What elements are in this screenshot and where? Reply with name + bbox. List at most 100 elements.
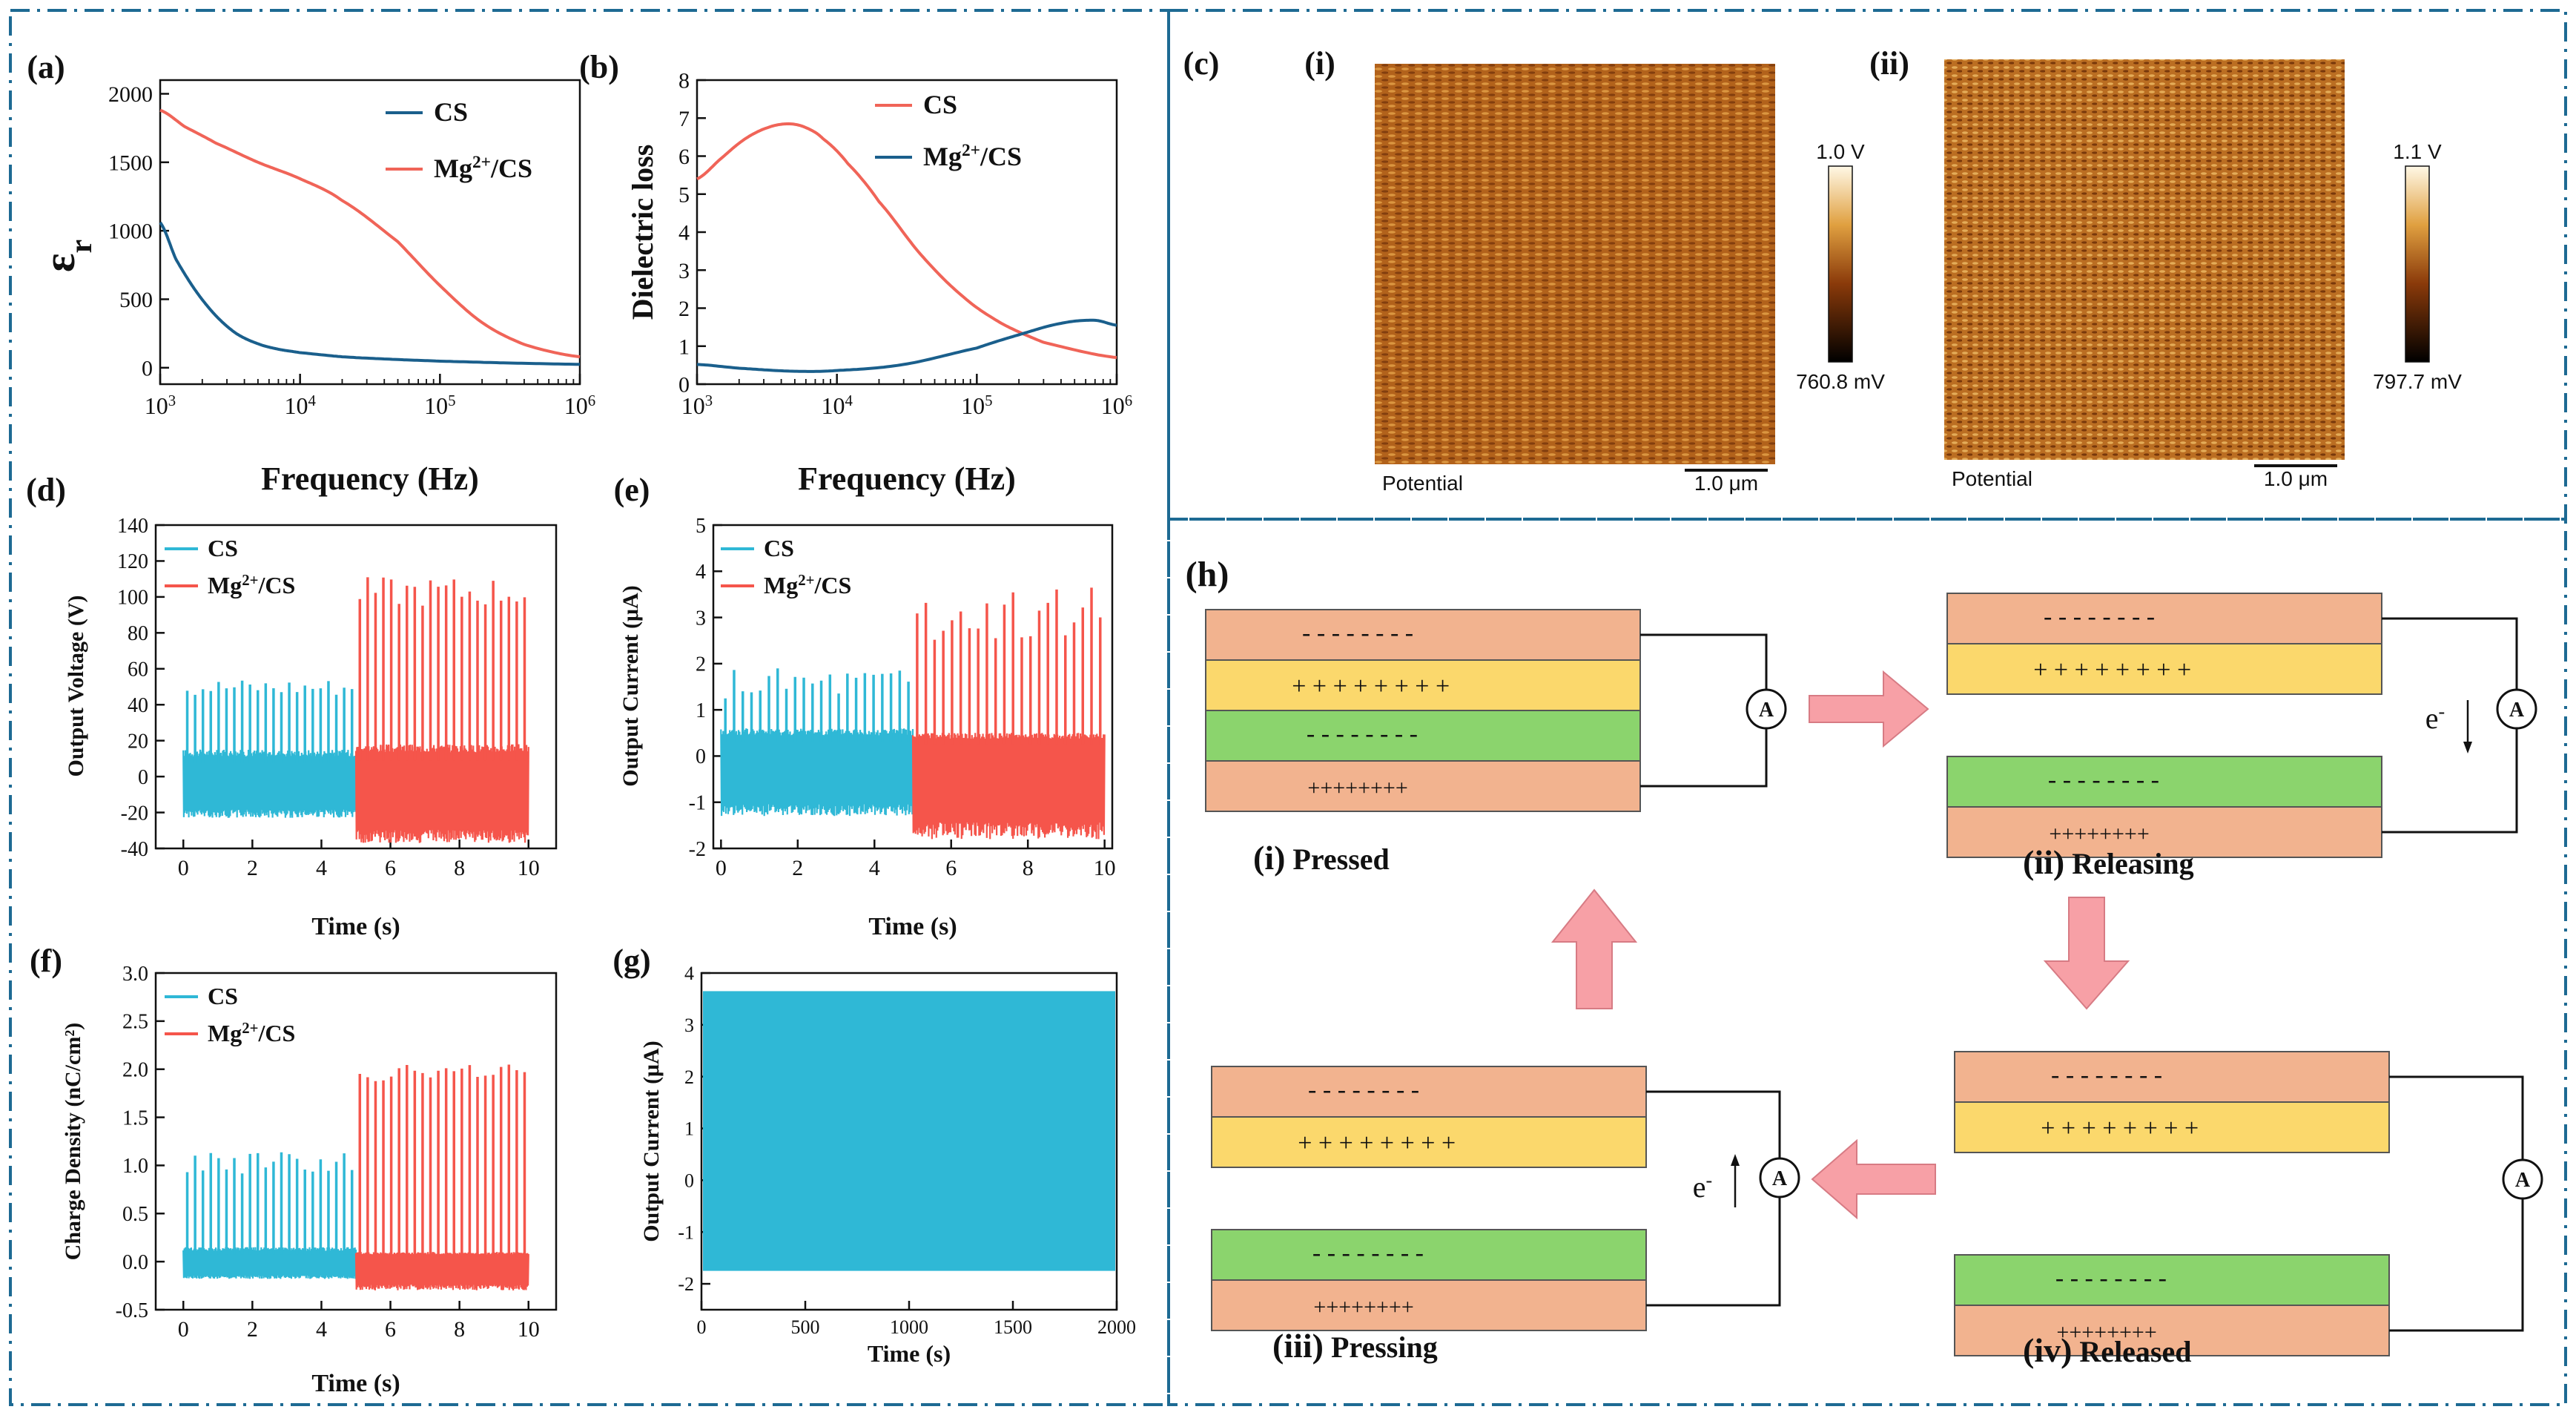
colorbar (1828, 165, 1853, 363)
panel-label: (f) (30, 943, 62, 979)
top-electrode-layer (1211, 1066, 1647, 1118)
device-stack: - - - - - - - - + + + + + + + + - - - - - … (1211, 1066, 1647, 1331)
y-tick-label: 5 (696, 515, 706, 538)
device-stack: - - - - - - - - + + + + + + + + - - - - - … (1205, 609, 1641, 812)
ammeter-label: A (2515, 1169, 2531, 1192)
legend-label-mg-cs: Mg2+/CS (923, 141, 1022, 171)
panel-label: (c) (1183, 45, 1220, 82)
y-tick-label: 120 (117, 550, 148, 573)
y-tick-label: 8 (678, 69, 690, 93)
colorbar-min-label: 797.7 mV (2373, 370, 2462, 393)
surface-charge-plus: + + + + + + + + (2033, 656, 2191, 684)
surface-charge-minus: - - - - - - - - (2055, 1264, 2167, 1292)
y-tick-label: 0 (142, 356, 153, 380)
y-tick-label: 2.0 (122, 1059, 148, 1082)
y-axis-label: Output Current (μA) (618, 585, 643, 786)
chart-g-long-term-current: -2 -1 0 1 2 3 4 0 500 1000 1500 2000 (g) Time (s) Outp… (612, 943, 1136, 1367)
x-tick-label: 104 (284, 392, 316, 420)
surface-charge-minus: - - - - - - - - (1307, 720, 1418, 748)
x-tick-label: 105 (961, 392, 992, 420)
colorbar (2405, 165, 2430, 363)
y-tick-label: 0 (138, 766, 148, 789)
ammeter (2502, 1158, 2543, 1200)
x-tick-label: 106 (1101, 392, 1132, 420)
series-noise-mg-cs (354, 1252, 529, 1291)
y-tick-label: 140 (117, 515, 148, 538)
legend-label-cs: CS (208, 535, 238, 561)
legend-label-cs: CS (923, 90, 957, 119)
transition-arrow-left (1811, 1138, 1936, 1220)
y-axis-label: Dielectric loss (626, 145, 659, 320)
y-tick-label: 1 (696, 699, 706, 722)
y-tick-label: 1.5 (122, 1107, 148, 1130)
x-axis-label: Frequency (Hz) (261, 461, 479, 497)
wire-bottom (1640, 728, 1768, 788)
transition-arrow-up (1550, 888, 1638, 1009)
wire-bottom (2382, 728, 2518, 834)
y-tick-label: 0 (684, 1170, 694, 1191)
plot-area (154, 524, 558, 850)
electron-label: e- (1693, 1170, 1712, 1204)
x-tick-label: 2 (792, 856, 803, 880)
x-tick-label: 6 (385, 856, 396, 880)
y-tick-label: 1 (678, 334, 690, 359)
top-electrode-layer (1954, 1051, 2390, 1103)
device-stack: - - - - - - - - + + + + + + + + - - - - - … (1954, 1051, 2390, 1356)
top-electrode-layer (1205, 609, 1641, 661)
panel-label: (h) (1186, 555, 1229, 594)
map-caption: Potential (1382, 472, 1463, 495)
x-tick-label: 0 (697, 1316, 707, 1338)
negative-tribo-layer (1946, 756, 2382, 808)
surface-charge-minus: - - - - - - - - (1312, 1239, 1424, 1267)
y-axis-label: Output Voltage (V) (64, 595, 88, 776)
x-axis-label: Frequency (Hz) (798, 461, 1016, 497)
x-tick-label: 10 (518, 856, 540, 880)
chart-b-dielectric-loss: 0 1 2 3 4 5 6 7 8 103 104 105 106 (b) CS Mg2+/CS Frequen… (579, 49, 1132, 497)
scale-bar-label: 1.0 μm (2264, 467, 2328, 490)
kpfm-map (1944, 59, 2345, 460)
y-tick-label: 3.0 (122, 963, 148, 986)
panel-label: (d) (26, 472, 66, 508)
image-label: (ii) (1869, 45, 1909, 82)
colorbar-min-label: 760.8 mV (1796, 370, 1885, 393)
x-tick-label: 105 (424, 392, 455, 420)
ammeter (1746, 688, 1787, 730)
x-tick-label: 8 (454, 1317, 465, 1342)
ammeter-label: A (1772, 1167, 1788, 1190)
ammeter-label: A (2509, 699, 2525, 722)
panel-label: (g) (612, 943, 650, 979)
stage-caption: (iv) Released (2023, 1331, 2192, 1369)
x-tick-label: 6 (945, 856, 957, 880)
positive-tribo-layer (1211, 1116, 1647, 1168)
series-line-cs (696, 122, 1117, 360)
x-tick-label: 0 (716, 856, 727, 880)
bottom-electrode-layer (1211, 1279, 1647, 1331)
y-tick-label: 1500 (108, 151, 153, 175)
image-label: (i) (1304, 45, 1335, 82)
y-tick-label: -2 (689, 838, 706, 861)
wire-top (1646, 1090, 1781, 1158)
series-line-mg-cs (696, 318, 1117, 373)
chart-f-charge-density: -0.5 0.0 0.5 1.0 1.5 2.0 2.5 3.0 0 2 4 6 8 10 (f) CS Mg2… (30, 943, 558, 1397)
map-caption: Potential (1952, 467, 2032, 490)
panel-label: (e) (614, 472, 650, 508)
y-tick-label: 2 (678, 297, 690, 321)
induced-charge-plus: ++++++++ (2049, 822, 2149, 846)
x-tick-label: 104 (821, 392, 853, 420)
x-tick-label: 4 (316, 856, 327, 880)
negative-tribo-layer (1211, 1229, 1647, 1281)
panel-label: (a) (27, 49, 65, 85)
x-axis-label: Time (s) (868, 1340, 951, 1367)
x-tick-label: 2 (247, 1317, 258, 1342)
y-tick-label: 0 (696, 745, 706, 768)
scale-bar-label: 1.0 μm (1694, 472, 1758, 495)
y-axis-label: εr (35, 240, 99, 272)
x-tick-label: 8 (454, 856, 465, 880)
stage-caption: (i) Pressed (1253, 839, 1390, 877)
y-tick-label: 80 (128, 622, 148, 645)
x-tick-label: 106 (564, 392, 595, 420)
electron-label: e- (2425, 701, 2445, 736)
y-tick-label: 2 (696, 653, 706, 676)
wire-top (2389, 1075, 2524, 1160)
